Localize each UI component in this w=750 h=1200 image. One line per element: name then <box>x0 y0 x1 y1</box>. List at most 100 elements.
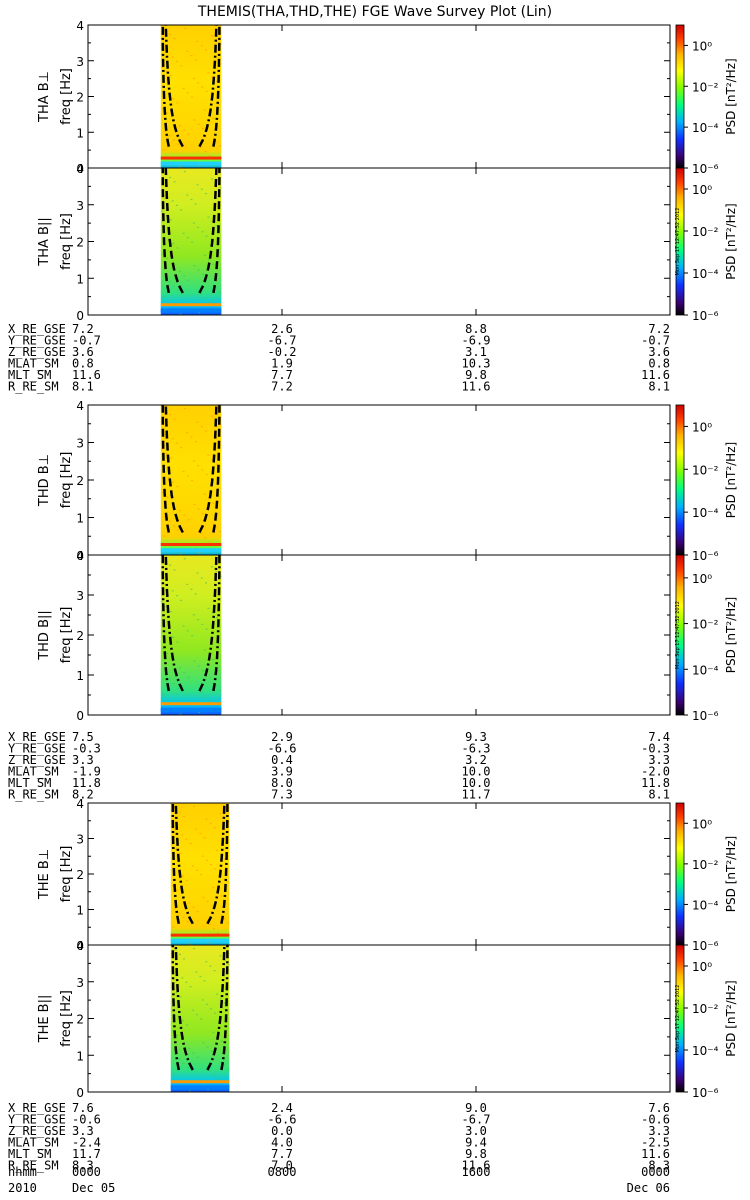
spectrogram-speckle <box>178 912 181 914</box>
ephemeris-value: 9.4 <box>465 1136 487 1150</box>
spectrogram-speckle <box>197 82 200 84</box>
spectrogram-speckle <box>196 1056 199 1058</box>
spectrogram-speckle <box>190 55 193 57</box>
spectrogram-speckle <box>203 649 206 651</box>
spectrogram-speckle <box>179 852 182 854</box>
spectrogram-speckle <box>200 45 203 47</box>
spectrogram-speckle <box>179 713 182 715</box>
ephemeris-value: 11.8 <box>641 776 670 790</box>
ephemeris-value: -0.6 <box>72 1113 101 1127</box>
spectrogram-speckle <box>203 109 206 111</box>
cyclotron-curve <box>198 167 218 294</box>
spectrogram-speckle <box>207 72 210 74</box>
ephemeris-row-name: MLAT_SM <box>8 1136 59 1150</box>
ephemeris-row-name: X_RE_GSE <box>8 730 66 744</box>
spectrogram-speckle <box>186 630 189 632</box>
colorbar-tick-label: 10⁰ <box>692 39 712 53</box>
spectrogram-speckle <box>202 1084 205 1086</box>
colorbar-tick-label: 10⁰ <box>692 960 712 974</box>
spectrogram-speckle <box>166 112 169 114</box>
cyclotron-curve <box>171 945 181 1071</box>
y-tick-label: 3 <box>76 55 84 69</box>
x-tick-label: 1600 <box>462 1165 491 1179</box>
ephemeris-value: 3.6 <box>72 345 94 359</box>
spectrogram-speckle <box>212 117 215 120</box>
ephemeris-row-name: MLAT_SM <box>8 357 59 371</box>
spectrogram-speckle <box>177 529 180 531</box>
x-axis-year: 2010 <box>8 1181 37 1195</box>
spectrogram-speckle <box>210 1050 213 1053</box>
cyclotron-curve <box>212 405 221 533</box>
spectrogram-speckle <box>195 1014 198 1016</box>
spectrogram-speckle <box>192 222 195 224</box>
spectrogram-speckle <box>161 647 164 649</box>
spectrogram-speckle <box>193 265 196 267</box>
colorbar-tick-label: 10⁻² <box>692 80 719 94</box>
spectrogram-speckle <box>175 992 178 994</box>
low-freq-band <box>160 702 222 706</box>
spectrogram-speckle <box>210 864 213 866</box>
spectrogram-speckle <box>187 279 190 281</box>
ephemeris-row-name: X_RE_GSE <box>8 322 66 336</box>
spectrogram-speckle <box>171 885 174 887</box>
spectrogram-speckle <box>161 448 164 450</box>
spectrogram-speckle <box>194 547 197 549</box>
x-tick-label: 0000 <box>72 1165 101 1179</box>
spectrogram-speckle <box>211 566 214 568</box>
ephemeris-value: 8.1 <box>648 788 670 802</box>
y-tick-label: 0 <box>76 709 84 723</box>
spectrogram-speckle <box>196 40 199 42</box>
spectrogram-speckle <box>206 900 209 903</box>
spectrogram-speckle <box>219 424 222 426</box>
spectrogram-speckle <box>199 832 202 835</box>
colorbar-label: PSD [nT²/Hz] <box>724 836 738 912</box>
spectrogram-speckle <box>212 502 215 504</box>
spectrogram-speckle <box>191 1009 194 1011</box>
spectrogram-speckle <box>192 614 195 616</box>
colorbar-gradient <box>675 944 685 1093</box>
ephemeris-row-name: MLT_SM <box>8 1147 51 1161</box>
cyclotron-curve <box>161 405 171 533</box>
ephemeris-value: 11.6 <box>72 368 101 382</box>
spectrogram-speckle <box>206 1046 209 1048</box>
spectrogram-speckle <box>192 906 195 908</box>
panel-y-label: freq [Hz] <box>59 213 74 270</box>
spectrogram-speckle <box>196 910 199 913</box>
ephemeris-row-name: Z_RE_GSE <box>8 753 66 767</box>
spectrogram-speckle <box>212 927 215 930</box>
ephemeris-value: 3.2 <box>465 753 487 767</box>
colorbar-tick-label: 10⁻⁶ <box>692 939 719 953</box>
ephemeris-value: 3.1 <box>465 345 487 359</box>
ephemeris-value: 7.7 <box>271 368 293 382</box>
spectrogram-speckle <box>182 1062 185 1064</box>
spectrogram-speckle <box>192 1052 195 1054</box>
ephemeris-value: 9.0 <box>465 1101 487 1115</box>
spectrogram-speckle <box>214 140 217 143</box>
ephemeris-value: 9.8 <box>465 1147 487 1161</box>
spectrogram-speckle <box>193 660 196 662</box>
cyclotron-curve <box>206 944 226 1071</box>
panel-tha-bperp: 0 1 2 3 4 THA B⊥ freq [Hz] 10⁰ 10⁻² 10⁻⁴ 10⁻⁶ PSD [… <box>37 19 738 176</box>
spectrogram-speckle <box>172 636 175 638</box>
ephemeris-value: 8.1 <box>648 380 670 394</box>
spectrogram-speckle <box>200 1018 203 1020</box>
spectrogram-speckle <box>186 92 189 94</box>
spectrogram-panels: 0 1 2 3 4 THA B⊥ freq [Hz] 10⁰ 10⁻² 10⁻⁴ 10⁻⁶ PSD [… <box>37 19 738 1100</box>
ephemeris-value: 7.6 <box>72 1101 94 1115</box>
panel-thd-bperp: 0 1 2 3 4 THD B⊥ freq [Hz] 10⁰ 10⁻² 10⁻⁴ 10⁻⁶ PSD [… <box>37 399 738 563</box>
cyclotron-curve <box>212 25 221 147</box>
ephemeris-value: 9.8 <box>465 368 487 382</box>
spectrogram-speckle <box>178 667 181 669</box>
y-tick-label: 4 <box>76 162 84 176</box>
ephemeris-value: -6.3 <box>462 742 491 756</box>
spectrogram-speckle <box>213 969 216 972</box>
spectrogram-speckle <box>179 996 182 998</box>
spectrogram-speckle <box>192 77 195 80</box>
colorbar-tick-label: 10⁰ <box>692 572 712 586</box>
y-tick-label: 3 <box>76 589 84 603</box>
ephemeris-the: X_RE_GSE 7.6 2.4 9.0 7.6 Y_RE_GSE -0.6 -6.6 -6.7… <box>8 1101 670 1173</box>
spectrogram-speckle <box>165 453 168 455</box>
y-tick-label: 1 <box>76 272 84 286</box>
spectrogram-speckle <box>161 601 164 603</box>
ephemeris-row-name: X_RE_GSE <box>8 1101 66 1115</box>
